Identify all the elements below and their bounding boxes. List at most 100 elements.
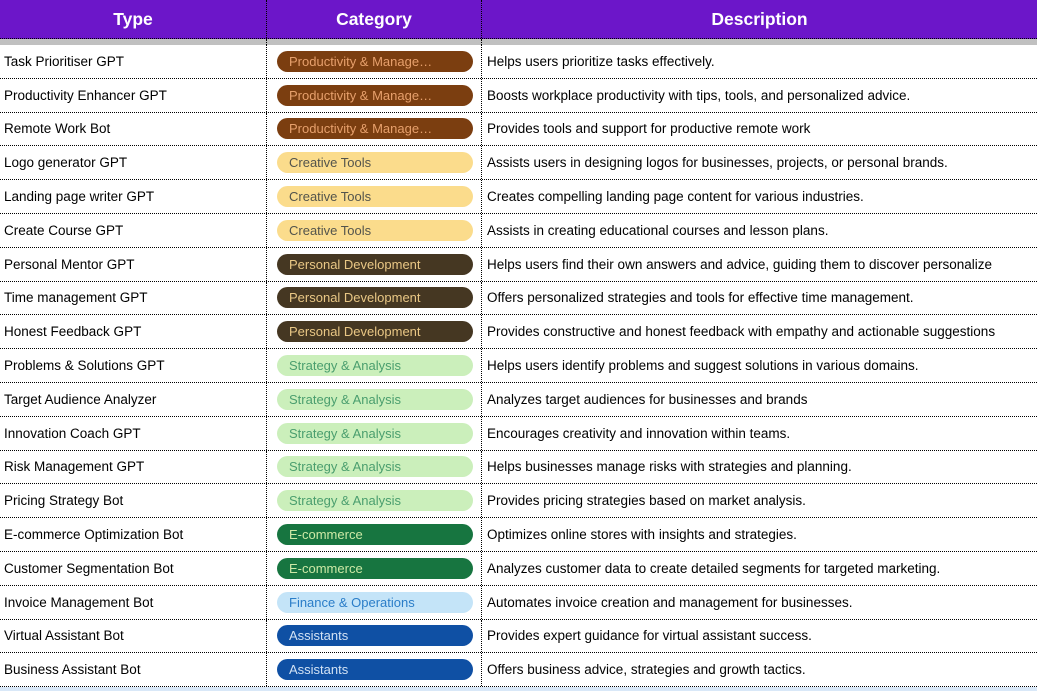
category-cell: Finance & Operations bbox=[267, 585, 482, 619]
category-badge: Strategy & Analysis bbox=[277, 388, 473, 410]
table-row: Time management GPT Personal Development… bbox=[0, 281, 1037, 316]
type-cell: Risk Management GPT bbox=[0, 450, 267, 484]
category-badge: Assistants bbox=[277, 659, 473, 681]
category-cell: Strategy & Analysis bbox=[267, 450, 482, 484]
category-badge: Strategy & Analysis bbox=[277, 422, 473, 444]
category-cell: Strategy & Analysis bbox=[267, 484, 482, 518]
type-cell: Remote Work Bot bbox=[0, 112, 267, 146]
category-cell: Productivity & Manage… bbox=[267, 78, 482, 112]
description-cell: Helps businesses manage risks with strat… bbox=[487, 459, 852, 475]
table-row: Risk Management GPT Strategy & Analysis … bbox=[0, 450, 1037, 485]
type-cell: Task Prioritiser GPT bbox=[0, 45, 267, 78]
description-cell: Provides constructive and honest feedbac… bbox=[487, 324, 996, 340]
description-cell: Optimizes online stores with insights an… bbox=[487, 527, 797, 543]
table-row: Innovation Coach GPT Strategy & Analysis… bbox=[0, 416, 1037, 451]
category-badge: Productivity & Manage… bbox=[277, 50, 473, 72]
category-badge: Personal Development bbox=[277, 287, 473, 309]
type-cell: Business Assistant Bot bbox=[0, 653, 267, 687]
category-cell: Assistants bbox=[267, 619, 482, 653]
category-badge: Productivity & Manage… bbox=[277, 84, 473, 106]
type-cell: Logo generator GPT bbox=[0, 146, 267, 180]
type-cell: Invoice Management Bot bbox=[0, 585, 267, 619]
description-cell: Provides tools and support for productiv… bbox=[487, 121, 811, 137]
category-badge: Creative Tools bbox=[277, 186, 473, 208]
type-cell: Virtual Assistant Bot bbox=[0, 619, 267, 653]
description-cell: Assists users in designing logos for bus… bbox=[487, 155, 948, 171]
table-row: Productivity Enhancer GPT Productivity &… bbox=[0, 78, 1037, 113]
category-badge: Strategy & Analysis bbox=[277, 490, 473, 512]
table-row: Create Course GPT Creative Tools Assists… bbox=[0, 213, 1037, 248]
type-cell: Productivity Enhancer GPT bbox=[0, 78, 267, 112]
category-badge: Personal Development bbox=[277, 253, 473, 275]
table-row: Business Assistant Bot Assistants Offers… bbox=[0, 653, 1037, 688]
type-cell: Landing page writer GPT bbox=[0, 180, 267, 213]
type-cell: Target Audience Analyzer bbox=[0, 382, 267, 416]
table-row: Logo generator GPT Creative Tools Assist… bbox=[0, 146, 1037, 181]
table-row: Virtual Assistant Bot Assistants Provide… bbox=[0, 619, 1037, 654]
category-badge: Strategy & Analysis bbox=[277, 456, 473, 478]
table-row: Customer Segmentation Bot E-commerce Ana… bbox=[0, 551, 1037, 586]
type-cell: Pricing Strategy Bot bbox=[0, 484, 267, 518]
description-cell: Provides pricing strategies based on mar… bbox=[487, 493, 806, 509]
category-badge: Strategy & Analysis bbox=[277, 355, 473, 377]
description-cell: Offers personalized strategies and tools… bbox=[487, 290, 914, 306]
category-cell: Productivity & Manage… bbox=[267, 112, 482, 146]
type-cell: Customer Segmentation Bot bbox=[0, 551, 267, 585]
table-header: Type Category Description bbox=[0, 0, 1037, 39]
description-cell: Helps users identify problems and sugges… bbox=[487, 358, 919, 374]
table-row: Honest Feedback GPT Personal Development… bbox=[0, 315, 1037, 350]
type-cell: Problems & Solutions GPT bbox=[0, 349, 267, 382]
category-badge: Assistants bbox=[277, 625, 473, 647]
table-row: Landing page writer GPT Creative Tools C… bbox=[0, 180, 1037, 214]
column-header-category: Category bbox=[267, 0, 482, 38]
description-cell: Helps users prioritize tasks effectively… bbox=[487, 53, 715, 69]
category-cell: Strategy & Analysis bbox=[267, 416, 482, 450]
column-header-description: Description bbox=[711, 8, 808, 29]
header-gap-band bbox=[0, 39, 1037, 45]
table-row: Target Audience Analyzer Strategy & Anal… bbox=[0, 382, 1037, 417]
category-badge: Finance & Operations bbox=[277, 591, 473, 613]
type-cell: E-commerce Optimization Bot bbox=[0, 518, 267, 551]
description-cell: Provides expert guidance for virtual ass… bbox=[487, 628, 812, 644]
type-cell: Personal Mentor GPT bbox=[0, 247, 267, 281]
category-cell: E-commerce bbox=[267, 551, 482, 585]
category-cell: Strategy & Analysis bbox=[267, 349, 482, 382]
description-cell: Creates compelling landing page content … bbox=[487, 189, 864, 205]
table-row: Personal Mentor GPT Personal Development… bbox=[0, 247, 1037, 282]
table-row: Pricing Strategy Bot Strategy & Analysis… bbox=[0, 484, 1037, 519]
type-cell: Honest Feedback GPT bbox=[0, 315, 267, 349]
table-row: Invoice Management Bot Finance & Operati… bbox=[0, 585, 1037, 620]
description-cell: Boosts workplace productivity with tips,… bbox=[487, 87, 911, 103]
table-row: E-commerce Optimization Bot E-commerce O… bbox=[0, 518, 1037, 552]
category-badge: Creative Tools bbox=[277, 152, 473, 174]
category-cell: Productivity & Manage… bbox=[267, 45, 482, 78]
category-cell: Creative Tools bbox=[267, 146, 482, 180]
category-badge: Personal Development bbox=[277, 321, 473, 343]
description-cell: Analyzes customer data to create detaile… bbox=[487, 560, 941, 576]
category-badge: E-commerce bbox=[277, 524, 473, 546]
category-cell: Creative Tools bbox=[267, 180, 482, 213]
table-row: Task Prioritiser GPT Productivity & Mana… bbox=[0, 45, 1037, 79]
description-cell: Helps users find their own answers and a… bbox=[487, 256, 993, 272]
category-badge: Productivity & Manage… bbox=[277, 118, 473, 140]
category-cell: Assistants bbox=[267, 653, 482, 687]
description-cell: Encourages creativity and innovation wit… bbox=[487, 425, 791, 441]
table-body: Task Prioritiser GPT Productivity & Mana… bbox=[0, 45, 1037, 688]
category-cell: Personal Development bbox=[267, 247, 482, 281]
type-cell: Create Course GPT bbox=[0, 213, 267, 247]
category-cell: E-commerce bbox=[267, 518, 482, 551]
category-cell: Personal Development bbox=[267, 315, 482, 349]
table-row: Problems & Solutions GPT Strategy & Anal… bbox=[0, 349, 1037, 383]
column-header-type: Type bbox=[0, 0, 267, 38]
description-cell: Offers business advice, strategies and g… bbox=[487, 662, 806, 678]
type-cell: Time management GPT bbox=[0, 281, 267, 315]
type-cell: Innovation Coach GPT bbox=[0, 416, 267, 450]
description-cell: Automates invoice creation and managemen… bbox=[487, 594, 853, 610]
description-cell: Analyzes target audiences for businesses… bbox=[487, 391, 808, 407]
partial-next-row bbox=[0, 687, 1037, 691]
category-badge: E-commerce bbox=[277, 557, 473, 579]
category-cell: Personal Development bbox=[267, 281, 482, 315]
table-row: Remote Work Bot Productivity & Manage… P… bbox=[0, 112, 1037, 147]
category-cell: Strategy & Analysis bbox=[267, 382, 482, 416]
